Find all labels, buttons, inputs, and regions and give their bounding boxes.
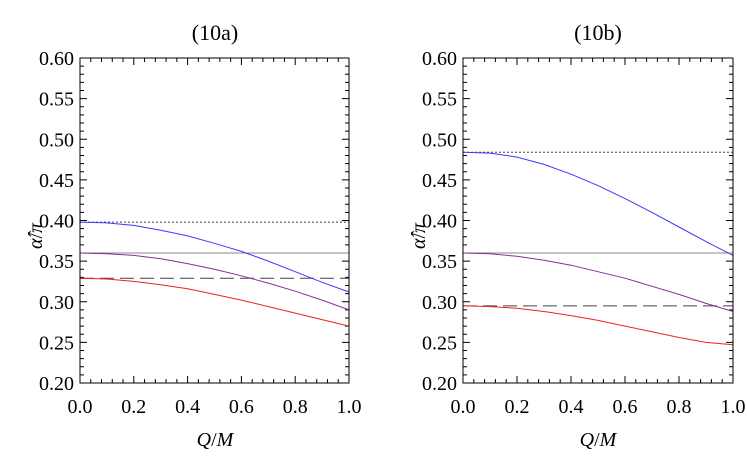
plot-frame xyxy=(79,57,350,384)
x-tick-label: 0.8 xyxy=(667,396,692,418)
y-tick-label: 0.60 xyxy=(422,48,457,70)
y-tick-label: 0.55 xyxy=(422,89,457,111)
x-label-q: Q xyxy=(580,429,595,451)
y-tick-label: 0.35 xyxy=(39,251,74,273)
y-tick-label: 0.35 xyxy=(422,251,457,273)
x-axis-label: Q/M xyxy=(580,429,618,451)
y-tick-label: 0.45 xyxy=(422,170,457,192)
red-curve xyxy=(79,277,350,327)
y-tick-label: 0.25 xyxy=(39,332,74,354)
y-axis-label: α̂/π xyxy=(408,222,430,249)
y-axis-label: α̂/π xyxy=(25,222,47,249)
panel-10b: (10b) 0.0 0.2 0.4 0.6 0.8 1.0 0.20 0.25 0.30 0.35… xyxy=(408,20,746,451)
x-tick-label: 0.0 xyxy=(451,396,476,418)
x-label-q: Q xyxy=(197,429,212,451)
y-tick-label: 0.30 xyxy=(422,292,457,314)
x-axis-label: Q/M xyxy=(197,429,235,451)
panel-title: (10b) xyxy=(574,20,622,45)
x-tick-label: 0.0 xyxy=(68,396,93,418)
x-tick-label: 0.2 xyxy=(121,396,146,418)
plot-frame xyxy=(462,57,734,384)
red-curve xyxy=(462,305,734,346)
panel-title: (10a) xyxy=(192,20,238,45)
y-tick-label: 0.30 xyxy=(39,292,74,314)
plot-area: 0.0 0.2 0.4 0.6 0.8 1.0 0.20 0.25 0.30 0.35 0.40 0.… xyxy=(39,48,362,418)
purple-curve xyxy=(79,252,350,311)
y-tick-label: 0.55 xyxy=(39,89,74,111)
y-label-pi: π xyxy=(408,222,430,233)
y-label-separator: / xyxy=(25,233,47,239)
y-tick-label: 0.40 xyxy=(39,211,74,233)
x-tick-label: 0.4 xyxy=(559,396,584,418)
y-tick-label: 0.45 xyxy=(39,170,74,192)
y-label-separator: / xyxy=(408,233,430,239)
plot-area: 0.0 0.2 0.4 0.6 0.8 1.0 0.20 0.25 0.30 0.35 0.40 0.… xyxy=(422,48,746,418)
x-label-separator: / xyxy=(211,429,217,451)
y-tick-label: 0.40 xyxy=(422,211,457,233)
x-tick-label: 0.4 xyxy=(175,396,200,418)
x-tick-label: 0.6 xyxy=(613,396,638,418)
y-label-pi: π xyxy=(25,222,47,233)
x-tick-label: 1.0 xyxy=(337,396,362,418)
y-tick-label: 0.25 xyxy=(422,332,457,354)
x-tick-label: 1.0 xyxy=(721,396,746,418)
y-tick-label: 0.60 xyxy=(39,48,74,70)
purple-curve xyxy=(462,252,734,312)
x-label-m: M xyxy=(216,429,235,451)
blue-curve xyxy=(79,221,350,293)
y-tick-label: 0.20 xyxy=(422,373,457,395)
blue-curve xyxy=(462,151,734,256)
x-label-m: M xyxy=(599,429,618,451)
panel-10a: (10a) 0.0 0.2 0.4 0.6 0.8 1.0 0.20 0.25 0.30 0.35… xyxy=(25,20,362,451)
x-tick-label: 0.8 xyxy=(283,396,308,418)
y-tick-label: 0.50 xyxy=(39,129,74,151)
x-tick-label: 0.2 xyxy=(505,396,530,418)
x-tick-label: 0.6 xyxy=(229,396,254,418)
x-label-separator: / xyxy=(594,429,600,451)
y-tick-label: 0.20 xyxy=(39,373,74,395)
y-tick-label: 0.50 xyxy=(422,129,457,151)
